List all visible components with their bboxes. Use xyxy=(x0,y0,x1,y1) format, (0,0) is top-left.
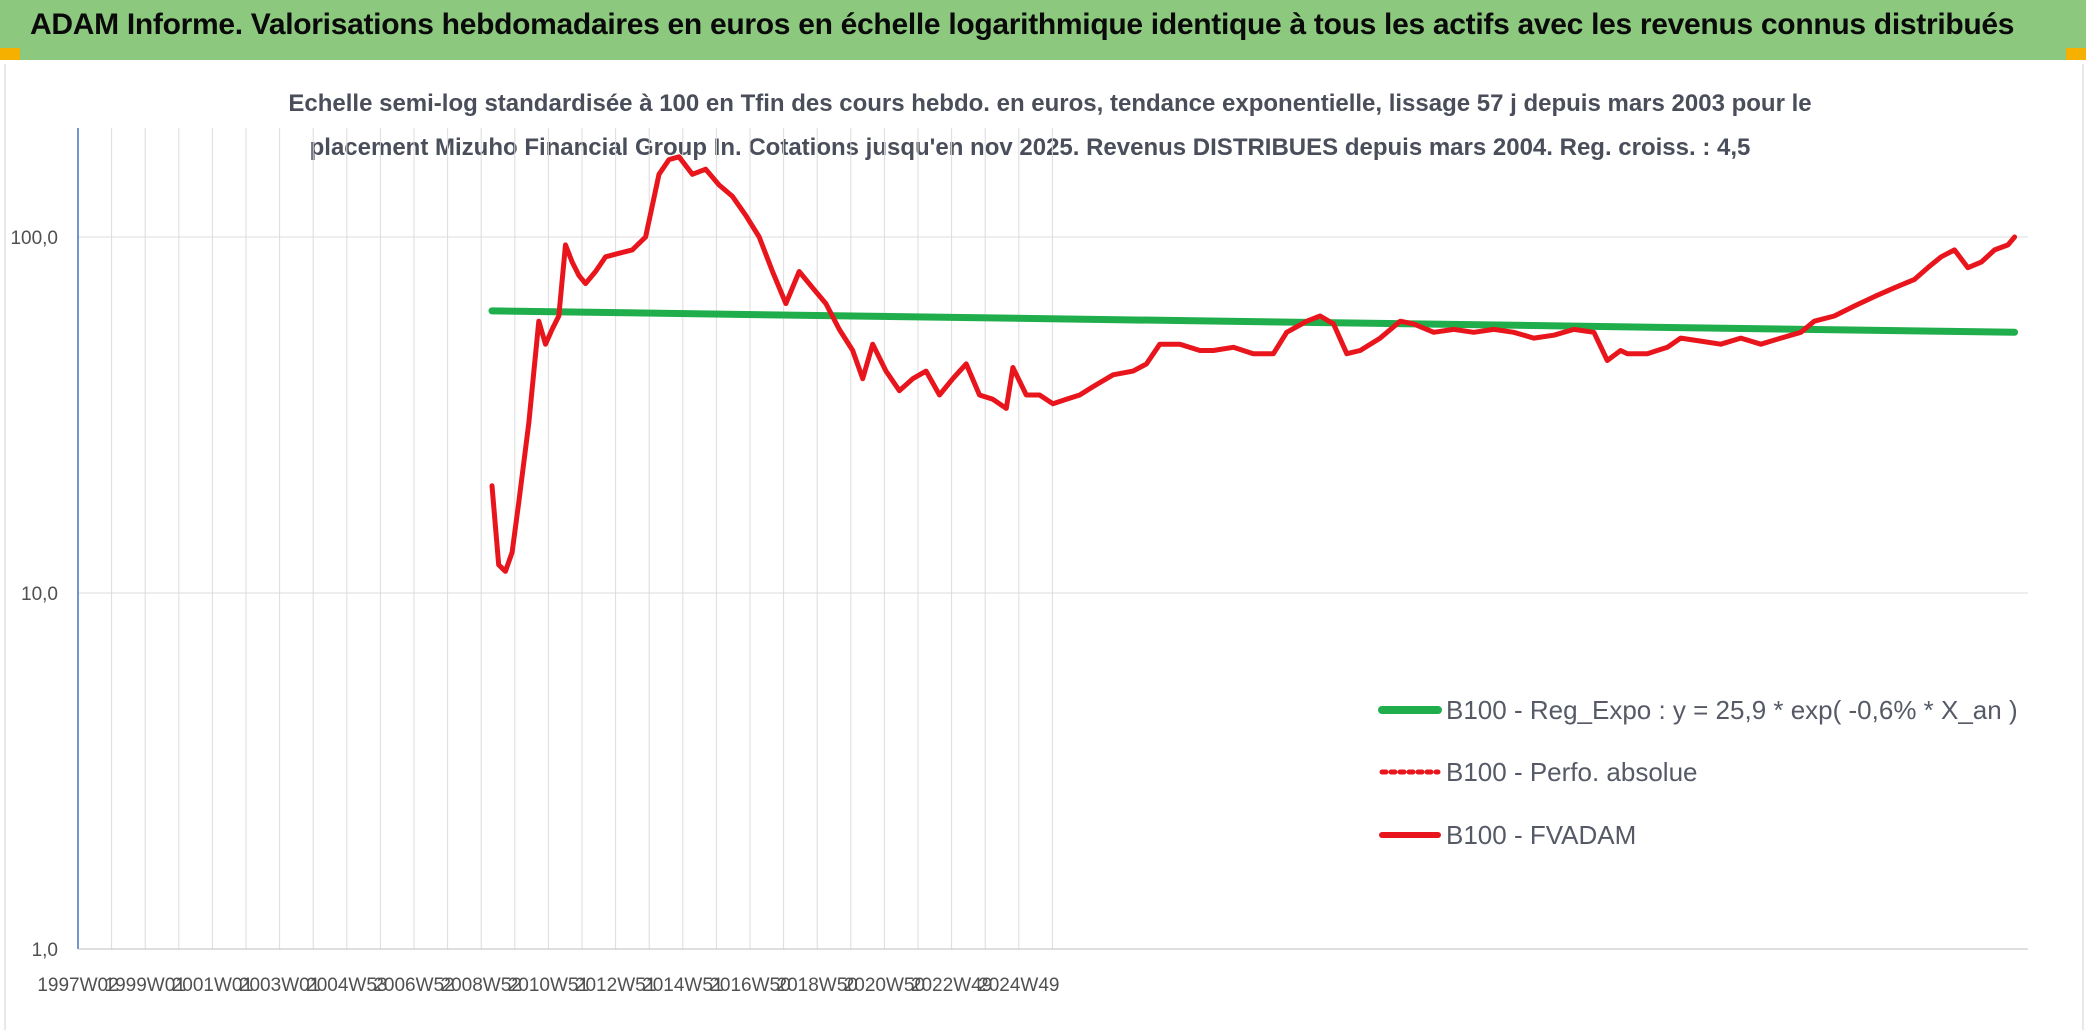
y-tick-label: 10,0 xyxy=(21,584,58,605)
legend: B100 - Reg_Expo : y = 25,9 * exp( -0,6% … xyxy=(1378,695,2018,850)
x-tick-label: 2018W50 xyxy=(777,975,858,996)
x-tick-label: 2003W01 xyxy=(239,975,320,996)
x-tick-label: 2004W53 xyxy=(306,975,387,996)
chart-frame xyxy=(4,64,2084,1030)
axes xyxy=(77,128,2028,950)
x-tick-label: 2020W50 xyxy=(844,975,925,996)
x-tick-label: 2012W51 xyxy=(575,975,656,996)
x-tick-label: 1999W01 xyxy=(105,975,186,996)
title-banner: ADAM Informe. Valorisations hebdomadaire… xyxy=(0,0,2086,60)
y-tick-label: 1,0 xyxy=(32,940,58,961)
x-tick-label: 2008W52 xyxy=(441,975,522,996)
legend-label: B100 - FVADAM xyxy=(1446,820,1636,850)
chart-subtitle-line-2: placement Mizuho Financial Group In. Cot… xyxy=(309,134,1751,161)
chart-subtitle-line-1: Echelle semi-log standardisée à 100 en T… xyxy=(288,90,1812,117)
x-tick-label: 1997W02 xyxy=(37,975,118,996)
x-tick-label: 2016W50 xyxy=(709,975,790,996)
legend-label: B100 - Perfo. absolue xyxy=(1446,757,1698,787)
x-tick-label: 2006W52 xyxy=(373,975,454,996)
x-tick-label: 2024W49 xyxy=(978,975,1059,996)
legend-label: B100 - Reg_Expo : y = 25,9 * exp( -0,6% … xyxy=(1446,695,2018,725)
report-title: ADAM Informe. Valorisations hebdomadaire… xyxy=(30,8,2015,41)
corner-marker-left xyxy=(0,48,20,60)
fvadam-line xyxy=(489,154,2018,574)
x-tick-label: 2014W51 xyxy=(642,975,723,996)
y-tick-labels: 1,0 10,0 100,0 xyxy=(10,228,58,961)
grid-lines xyxy=(77,128,2028,950)
x-tick-labels: 1997W021999W012001W012003W012004W532006W… xyxy=(37,975,1059,996)
x-tick-label: 2001W01 xyxy=(172,975,253,996)
corner-marker-right xyxy=(2066,48,2086,60)
regression-line xyxy=(488,307,2019,336)
y-tick-label: 100,0 xyxy=(10,228,58,249)
x-tick-label: 2022W49 xyxy=(911,975,992,996)
x-tick-label: 2010W51 xyxy=(508,975,589,996)
series-layer xyxy=(488,154,2019,574)
